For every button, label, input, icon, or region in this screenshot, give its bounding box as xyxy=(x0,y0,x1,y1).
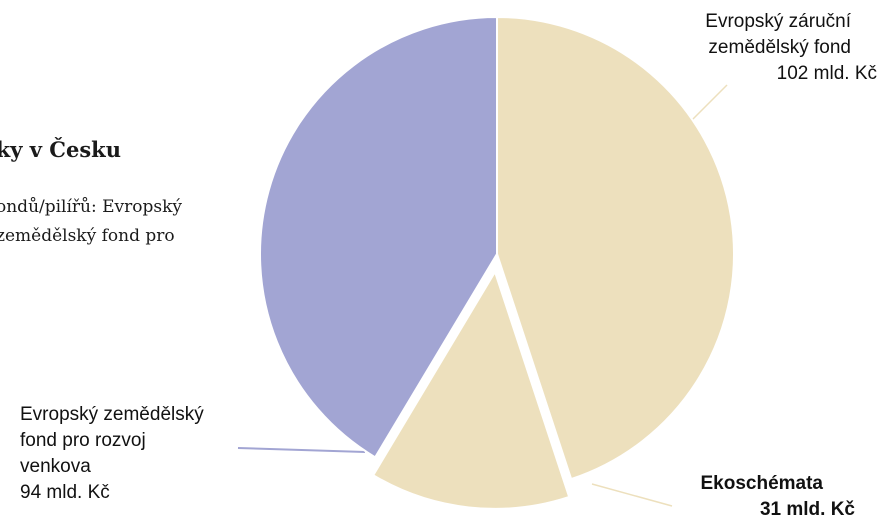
label-eagf: Evropský záruční zemědělský fond 102 mld… xyxy=(705,9,877,87)
chart-title: tiky v Česku xyxy=(0,137,121,162)
label-eafrd-line-3: venkova xyxy=(20,456,91,477)
description-line-2: zemědělský fond pro xyxy=(0,226,175,246)
leader-line-ecoschemes xyxy=(591,483,673,507)
pie-slice-0 xyxy=(496,15,735,481)
label-ecoschemes: Ekoschémata 31 mld. Kč xyxy=(700,471,855,523)
pie-slice-1 xyxy=(371,269,571,510)
label-eagf-value: 102 mld. Kč xyxy=(776,63,877,84)
label-ecoschemes-value: 31 mld. Kč xyxy=(759,499,855,520)
label-eafrd-line-1: Evropský zemědělský xyxy=(20,404,204,425)
chart-description: ondů/pilířů: Evropský zemědělský fond pr… xyxy=(0,193,182,251)
label-eafrd-value: 94 mld. Kč xyxy=(20,482,110,503)
leader-line-eafrd xyxy=(237,447,366,453)
label-eagf-line-2: zemědělský fond xyxy=(708,37,851,58)
leader-line-eagf xyxy=(689,84,728,123)
label-eafrd-line-2: fond pro rozvoj xyxy=(20,430,146,451)
label-eafrd: Evropský zemědělský fond pro rozvoj venk… xyxy=(20,402,204,506)
label-eagf-line-1: Evropský záruční xyxy=(705,11,851,32)
pie-slice-2 xyxy=(259,15,498,459)
label-ecoschemes-name: Ekoschémata xyxy=(700,473,823,494)
description-line-1: ondů/pilířů: Evropský xyxy=(0,197,183,217)
